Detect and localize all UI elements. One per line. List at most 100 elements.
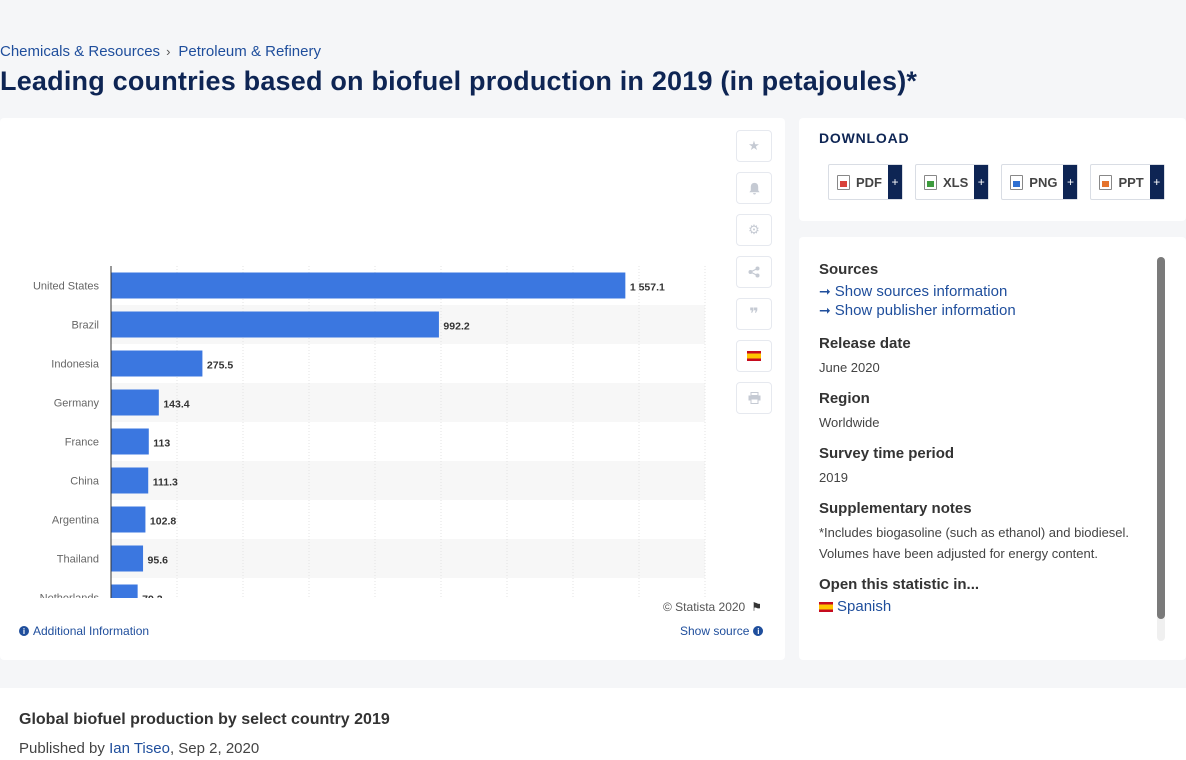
share-button[interactable] xyxy=(736,256,772,288)
chart-card: United States 1 557.1 Brazil 992.2 Indonesia… xyxy=(0,118,785,660)
release-date-value: June 2020 xyxy=(819,360,880,375)
flag-icon[interactable]: ⚑ xyxy=(751,600,762,614)
category-label: China xyxy=(70,476,100,488)
category-label: Thailand xyxy=(57,554,99,566)
published-by-label: Published by xyxy=(19,740,105,757)
breadcrumb-item-chemicals[interactable]: Chemicals & Resources xyxy=(0,43,161,60)
ppt-label: PPT xyxy=(1118,174,1144,190)
value-label: 143.4 xyxy=(163,399,189,411)
bar-thailand[interactable] xyxy=(111,545,144,572)
open-in-spanish-link[interactable]: Spanish xyxy=(819,598,1149,615)
statista-copyright: © Statista 2020 ⚑ xyxy=(663,600,762,614)
download-pdf-button[interactable]: PDF + xyxy=(828,164,903,200)
settings-button[interactable]: ⚙ xyxy=(736,214,772,246)
additional-info-link[interactable]: i Additional Information xyxy=(19,624,149,638)
scrollbar-thumb[interactable] xyxy=(1157,257,1165,619)
bar-china[interactable] xyxy=(111,467,149,494)
value-label: 992.2 xyxy=(443,321,469,333)
supplementary-notes-value: *Includes biogasoline (such as ethanol) … xyxy=(819,525,1130,561)
plus-icon: + xyxy=(1149,165,1164,199)
survey-period-heading: Survey time period xyxy=(819,445,955,462)
row-band xyxy=(111,461,705,500)
supplementary-notes-heading: Supplementary notes xyxy=(819,500,972,517)
breadcrumb-separator: › xyxy=(166,44,171,59)
breadcrumb-item-petroleum[interactable]: Petroleum & Refinery xyxy=(178,43,321,60)
value-label: 275.5 xyxy=(207,360,233,372)
info-icon: i xyxy=(19,626,29,636)
statistic-subtitle: Global biofuel production by select coun… xyxy=(19,711,390,728)
published-by: Published by Ian Tiseo, Sep 2, 2020 xyxy=(19,740,259,757)
info-scrollbar[interactable] xyxy=(1157,257,1165,641)
show-source-link[interactable]: Show source i xyxy=(680,624,764,638)
spain-flag-icon xyxy=(747,351,761,361)
category-label: Netherlands xyxy=(40,593,100,599)
category-label: United States xyxy=(33,281,100,293)
additional-info-label: Additional Information xyxy=(33,624,150,638)
share-icon xyxy=(748,266,760,278)
spanish-label: Spanish xyxy=(837,598,892,615)
bar-netherlands[interactable] xyxy=(111,584,138,599)
xls-label: XLS xyxy=(943,174,969,190)
cite-button[interactable]: ❞ xyxy=(736,298,772,330)
value-label: 79.2 xyxy=(142,594,163,599)
pdf-label: PDF xyxy=(856,174,882,190)
download-ppt-button[interactable]: PPT + xyxy=(1090,164,1165,200)
download-title: DOWNLOAD xyxy=(819,130,910,146)
favorite-button[interactable]: ★ xyxy=(736,130,772,162)
png-file-icon xyxy=(1010,174,1024,190)
show-publisher-label: Show publisher information xyxy=(834,302,1016,319)
breadcrumb: Chemicals & Resources › Petroleum & Refi… xyxy=(0,43,321,60)
plus-icon: + xyxy=(974,165,989,199)
download-buttons: PDF + XLS + PNG + PPT + xyxy=(828,164,1165,200)
bar-indonesia[interactable] xyxy=(111,350,203,377)
info-icon: i xyxy=(753,626,764,636)
ppt-file-icon xyxy=(1099,174,1113,190)
author-link[interactable]: Ian Tiseo xyxy=(109,740,170,757)
row-band xyxy=(111,539,705,578)
copyright-text: © Statista 2020 xyxy=(663,600,746,614)
quote-icon: ❞ xyxy=(749,306,759,323)
bar-argentina[interactable] xyxy=(111,506,146,533)
statistic-footer: Global biofuel production by select coun… xyxy=(0,688,1186,760)
value-label: 1 557.1 xyxy=(630,282,665,294)
show-sources-link[interactable]: ➞ Show sources information xyxy=(819,283,1149,300)
language-button[interactable] xyxy=(736,340,772,372)
release-date-heading: Release date xyxy=(819,335,911,352)
publish-date: , Sep 2, 2020 xyxy=(169,740,260,757)
xls-file-icon xyxy=(924,174,937,190)
download-card: DOWNLOAD PDF + XLS + PNG + PPT + xyxy=(799,118,1186,221)
spain-flag-icon xyxy=(819,601,833,612)
info-scroll-area: Sources ➞ Show sources information ➞ Show … xyxy=(819,261,1149,641)
bar-united-states[interactable] xyxy=(111,272,626,299)
gear-icon: ⚙ xyxy=(748,222,760,237)
category-label: Argentina xyxy=(52,515,100,527)
sources-heading: Sources xyxy=(819,261,879,278)
survey-period-value: 2019 xyxy=(819,470,848,485)
open-statistic-heading: Open this statistic in... xyxy=(819,576,980,593)
bar-brazil[interactable] xyxy=(111,311,439,338)
category-label: Germany xyxy=(54,398,100,410)
download-png-button[interactable]: PNG + xyxy=(1001,164,1079,200)
show-publisher-link[interactable]: ➞ Show publisher information xyxy=(819,302,1149,319)
plus-icon: + xyxy=(888,165,902,199)
download-xls-button[interactable]: XLS + xyxy=(915,164,990,200)
category-label: France xyxy=(65,437,99,449)
region-value: Worldwide xyxy=(819,415,880,430)
value-label: 111.3 xyxy=(153,477,178,489)
bell-icon xyxy=(748,182,760,195)
row-band xyxy=(111,383,705,422)
statistic-info-card: Sources ➞ Show sources information ➞ Show … xyxy=(799,237,1186,660)
page-title: Leading countries based on biofuel produ… xyxy=(0,66,918,96)
bar-germany[interactable] xyxy=(111,389,159,416)
show-sources-label: Show sources information xyxy=(834,283,1008,300)
star-icon: ★ xyxy=(748,138,760,153)
notification-button[interactable] xyxy=(736,172,772,204)
chart-tools: ★ ⚙ ❞ xyxy=(736,130,772,424)
print-button[interactable] xyxy=(736,382,772,414)
region-heading: Region xyxy=(819,390,870,407)
png-label: PNG xyxy=(1029,174,1058,190)
show-source-label: Show source xyxy=(680,624,750,638)
bar-france[interactable] xyxy=(111,428,149,455)
printer-icon xyxy=(748,392,760,404)
value-label: 102.8 xyxy=(150,516,176,528)
